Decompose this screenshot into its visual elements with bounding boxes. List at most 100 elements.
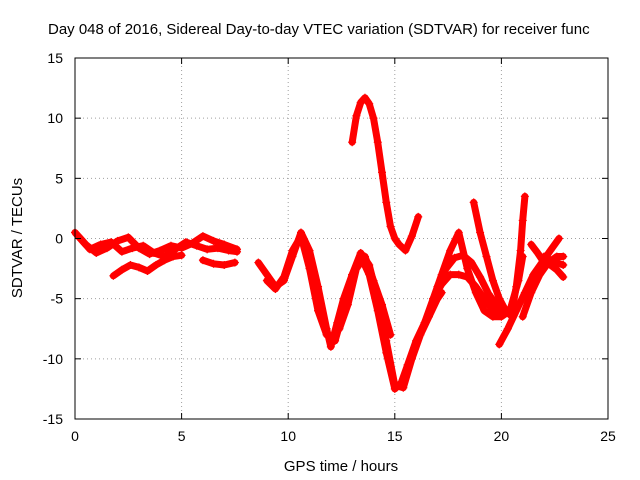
data-point-marker: [126, 260, 135, 269]
data-point-marker: [527, 288, 536, 297]
data-point-marker: [117, 265, 126, 274]
x-tick-label: 25: [600, 428, 616, 444]
data-point-marker: [224, 246, 233, 255]
data-point-marker: [343, 300, 352, 309]
data-point-marker: [139, 241, 148, 250]
data-point-marker: [503, 324, 512, 333]
series-seg-peak: [348, 93, 423, 255]
data-point-marker: [488, 276, 497, 285]
data-point-marker: [365, 99, 374, 108]
data-point-marker: [348, 138, 357, 147]
data-point-marker: [160, 256, 169, 265]
data-point-marker: [262, 276, 271, 285]
data-point-marker: [360, 93, 369, 102]
data-point-marker: [382, 336, 391, 345]
data-point-marker: [335, 324, 344, 333]
data-point-marker: [446, 246, 455, 255]
data-point-marker: [369, 114, 378, 123]
data-point-marker: [124, 233, 133, 242]
data-point-marker: [198, 232, 207, 241]
data-point-marker: [446, 270, 455, 279]
x-tick-label: 5: [178, 428, 186, 444]
data-point-marker: [433, 282, 442, 291]
data-point-marker: [540, 252, 549, 261]
y-tick-label: 0: [55, 231, 63, 247]
y-axis-label: SDTVAR / TECUs: [9, 178, 26, 298]
y-tick-label: -5: [51, 291, 64, 307]
data-point-marker: [552, 258, 561, 267]
data-point-marker: [454, 228, 463, 237]
data-point-marker: [495, 340, 504, 349]
data-point-marker: [152, 260, 161, 269]
data-point-marker: [356, 98, 365, 107]
data-point-marker: [360, 252, 369, 261]
data-point-marker: [85, 245, 94, 254]
data-point-marker: [92, 248, 101, 257]
data-point-marker: [326, 342, 335, 351]
data-point-marker: [559, 273, 568, 282]
data-point-marker: [518, 312, 527, 321]
data-point-marker: [518, 216, 527, 225]
data-point-marker: [213, 244, 222, 253]
tick-layer: 0 5 10 15 20 25 -15 -10 -5 0 5 10 15: [43, 50, 616, 444]
data-point-marker: [407, 354, 416, 363]
series-band: [75, 233, 241, 260]
y-tick-label: 10: [47, 110, 63, 126]
data-point-marker: [169, 252, 178, 261]
chart-title: Day 048 of 2016, Sidereal Day-to-day VTE…: [48, 21, 590, 38]
data-point-marker: [271, 285, 280, 294]
series-band: [527, 241, 567, 281]
data-point-marker: [395, 240, 404, 249]
data-point-marker: [441, 264, 450, 273]
data-point-marker: [171, 245, 180, 254]
data-point-marker: [516, 246, 525, 255]
data-point-marker: [533, 248, 542, 257]
data-point-marker: [552, 265, 561, 274]
series-seg-evening-e: [540, 252, 568, 269]
data-point-marker: [454, 270, 463, 279]
data-point-marker: [559, 252, 568, 261]
data-point-marker: [467, 258, 476, 267]
data-point-marker: [390, 234, 399, 243]
data-point-marker: [520, 192, 529, 201]
data-point-marker: [128, 244, 137, 253]
data-point-marker: [198, 256, 207, 265]
data-point-marker: [254, 258, 263, 267]
data-point-marker: [488, 306, 497, 315]
data-point-marker: [535, 270, 544, 279]
data-point-marker: [296, 232, 305, 241]
series-band: [495, 235, 563, 348]
data-point-marker: [390, 381, 399, 390]
series-seg-morning-d: [198, 256, 239, 269]
data-point-marker: [463, 264, 472, 273]
data-point-marker: [331, 336, 340, 345]
data-point-marker: [314, 306, 323, 315]
x-axis-label: GPS time / hours: [284, 458, 398, 475]
y-tick-label: -15: [43, 411, 63, 427]
data-point-marker: [117, 247, 126, 256]
data-point-marker: [480, 306, 489, 315]
data-point-marker: [181, 238, 190, 247]
data-point-marker: [471, 282, 480, 291]
series-band: [199, 256, 239, 269]
data-point-marker: [356, 248, 365, 257]
data-point-marker: [378, 168, 387, 177]
data-point-marker: [386, 330, 395, 339]
data-point-marker: [420, 318, 429, 327]
x-tick-label: 10: [280, 428, 296, 444]
data-point-marker: [209, 236, 218, 245]
data-point-marker: [109, 271, 118, 280]
data-point-marker: [378, 300, 387, 309]
data-point-marker: [508, 306, 517, 315]
data-point-marker: [305, 264, 314, 273]
series-seg-afternoon-c: [433, 251, 510, 315]
data-point-marker: [382, 198, 391, 207]
data-point-marker: [476, 228, 485, 237]
y-tick-label: -10: [43, 351, 63, 367]
x-tick-label: 0: [71, 428, 79, 444]
data-point-marker: [476, 273, 485, 282]
data-point-marker: [75, 233, 84, 242]
data-point-marker: [352, 111, 361, 120]
data-point-marker: [386, 222, 395, 231]
series-band: [540, 253, 567, 269]
